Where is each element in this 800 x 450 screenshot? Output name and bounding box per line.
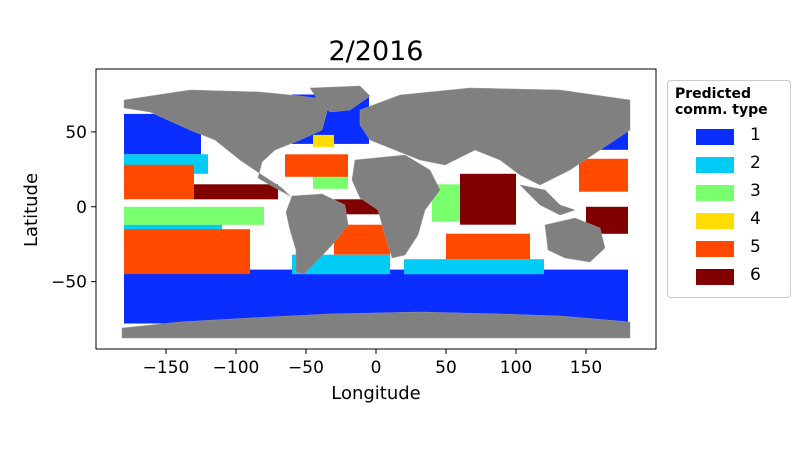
ocean-region-type-5 xyxy=(124,164,194,200)
ocean-region-type-6 xyxy=(460,173,516,225)
x-tick-label: −150 xyxy=(143,358,190,378)
land-masses xyxy=(121,85,631,339)
x-tick-label: 150 xyxy=(570,358,602,378)
ocean-region-type-5 xyxy=(124,229,250,275)
legend-label: 1 xyxy=(750,125,761,145)
y-tick-label: 50 xyxy=(65,123,87,143)
legend-swatch xyxy=(696,185,734,201)
ocean-region-type-5 xyxy=(285,154,348,177)
legend-swatch xyxy=(696,157,734,173)
legend-item: 3 xyxy=(696,181,786,202)
y-axis-ticks: −50 0 50 xyxy=(51,123,96,293)
ocean-region-type-3 xyxy=(124,206,264,225)
greenland xyxy=(309,85,371,113)
x-tick-label: 100 xyxy=(500,358,532,378)
y-axis-label: Latitude xyxy=(21,173,42,247)
legend-swatch xyxy=(696,269,734,285)
north-america xyxy=(123,89,331,197)
ocean-region-type-5 xyxy=(446,233,530,260)
chart-title: 2/2016 xyxy=(329,36,424,67)
legend: Predicted comm. type 1 2 3 4 5 6 xyxy=(667,80,791,298)
legend-swatch xyxy=(696,213,734,229)
y-tick-label: −50 xyxy=(51,273,87,293)
ocean-region-type-4 xyxy=(313,134,334,147)
legend-swatch xyxy=(696,129,734,145)
x-tick-label: −50 xyxy=(288,358,324,378)
legend-label: 3 xyxy=(750,181,761,201)
ocean-region-type-2 xyxy=(404,259,544,275)
legend-label: 5 xyxy=(750,237,761,257)
legend-item: 4 xyxy=(696,209,786,230)
south-america xyxy=(285,193,349,275)
legend-label: 6 xyxy=(750,265,761,285)
europe-asia xyxy=(359,87,631,186)
legend-item: 2 xyxy=(696,153,786,174)
legend-item: 5 xyxy=(696,237,786,258)
plot-area: −150 −100 −50 0 50 100 150 −50 0 50 xyxy=(51,68,657,378)
legend-item: 6 xyxy=(696,265,786,286)
ocean-region-type-5 xyxy=(579,158,628,192)
australia xyxy=(544,217,606,263)
y-tick-label: 0 xyxy=(76,198,87,218)
antarctica xyxy=(121,311,631,339)
south-east-asia xyxy=(519,184,576,216)
ocean-region-type-6 xyxy=(194,184,278,200)
x-tick-label: −100 xyxy=(213,358,260,378)
x-axis-ticks: −150 −100 −50 0 50 100 150 xyxy=(143,349,602,378)
legend-label: 2 xyxy=(750,153,761,173)
x-tick-label: 50 xyxy=(435,358,457,378)
legend-title: Predicted comm. type xyxy=(675,86,768,118)
legend-label: 4 xyxy=(750,209,761,229)
africa xyxy=(351,154,441,259)
x-tick-label: 0 xyxy=(371,358,382,378)
x-axis-label: Longitude xyxy=(331,383,421,404)
legend-swatch xyxy=(696,241,734,257)
legend-item: 1 xyxy=(696,125,786,146)
